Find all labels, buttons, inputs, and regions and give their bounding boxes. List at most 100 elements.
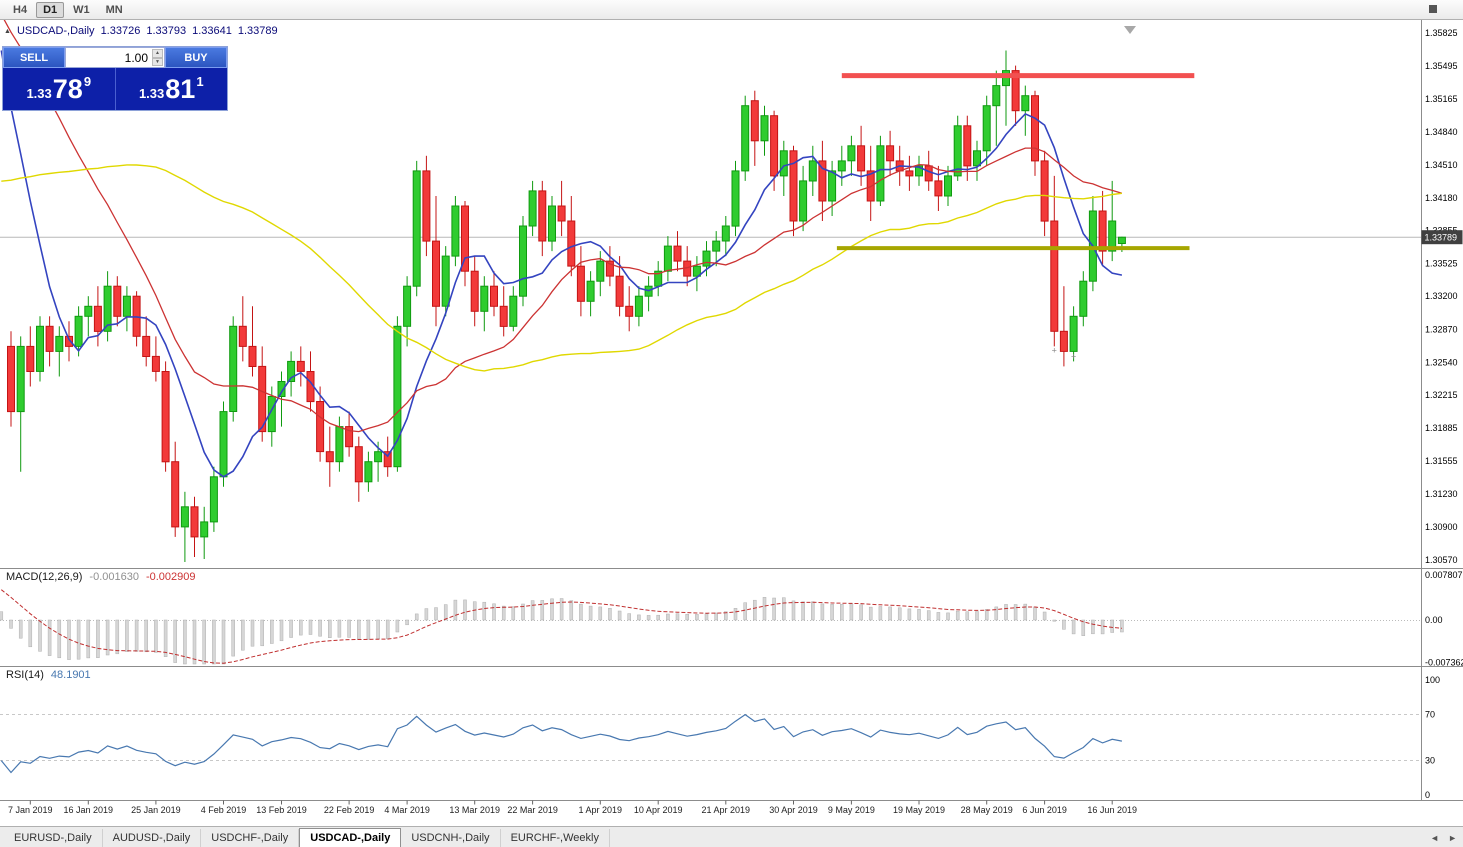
svg-text:6 Jun 2019: 6 Jun 2019: [1022, 805, 1067, 815]
svg-text:30 Apr 2019: 30 Apr 2019: [769, 805, 818, 815]
sell-price-pips: 78: [52, 73, 83, 104]
svg-text:1.35495: 1.35495: [1425, 61, 1458, 71]
sell-price-prefix: 1.33: [26, 85, 52, 101]
chart-open-value: 1.33726: [100, 25, 141, 37]
svg-text:1.34840: 1.34840: [1425, 127, 1458, 137]
svg-text:28 May 2019: 28 May 2019: [961, 805, 1013, 815]
one-click-trading-panel: SELL ▲ ▼ BUY 1.33 78 9 1.33 81 1: [2, 46, 228, 111]
chart-tab-usdcnh-daily[interactable]: USDCNH-,Daily: [401, 829, 501, 847]
chart-tabs: EURUSD-,Daily AUDUSD-,Daily USDCHF-,Daily U…: [4, 828, 610, 847]
collapse-triangle-icon: ▲: [4, 27, 11, 35]
tabs-scroll-left-icon[interactable]: ◄: [1430, 833, 1440, 843]
svg-text:1.35825: 1.35825: [1425, 28, 1458, 38]
timeframe-button-d1[interactable]: D1: [36, 1, 65, 18]
macd-name: MACD(12,26,9): [6, 571, 83, 583]
chart-symbol-label: USDCAD-,Daily: [16, 25, 95, 37]
svg-text:21 Apr 2019: 21 Apr 2019: [702, 805, 751, 815]
chart-tab-usdchf-daily[interactable]: USDCHF-,Daily: [201, 829, 300, 847]
window-control-icon[interactable]: [1429, 5, 1437, 13]
svg-text:1.31230: 1.31230: [1425, 489, 1458, 499]
svg-text:100: 100: [1425, 675, 1440, 685]
svg-text:1.30900: 1.30900: [1425, 522, 1458, 532]
svg-text:70: 70: [1425, 710, 1435, 720]
chart-tab-eurchf-weekly[interactable]: EURCHF-,Weekly: [501, 829, 610, 847]
price-divider: [114, 68, 116, 110]
chart-title: ▲ USDCAD-,Daily 1.33726 1.33793 1.33641 …: [4, 25, 278, 37]
svg-text:0: 0: [1425, 790, 1430, 800]
svg-text:1.31885: 1.31885: [1425, 423, 1458, 433]
svg-text:1.34510: 1.34510: [1425, 160, 1458, 170]
svg-text:1.30570: 1.30570: [1425, 555, 1458, 565]
svg-text:10 Apr 2019: 10 Apr 2019: [634, 805, 683, 815]
svg-text:30: 30: [1425, 756, 1435, 766]
sell-button[interactable]: SELL: [3, 47, 65, 68]
sell-price[interactable]: 1.33 78 9: [3, 68, 115, 110]
buy-price-point: 1: [196, 74, 204, 89]
svg-text:16 Jan 2019: 16 Jan 2019: [64, 805, 114, 815]
macd-signal-value: -0.002909: [145, 571, 196, 583]
timeframe-button-w1[interactable]: W1: [73, 3, 90, 16]
svg-text:0.00: 0.00: [1425, 615, 1443, 625]
rsi-value: 48.1901: [50, 669, 91, 681]
rsi-indicator-label: RSI(14) 48.1901: [6, 669, 91, 681]
timeframe-button-mn[interactable]: MN: [105, 3, 123, 16]
volume-spinner: ▲ ▼: [152, 49, 163, 66]
svg-text:1.33789: 1.33789: [1425, 233, 1458, 243]
chart-close-value: 1.33789: [237, 25, 278, 37]
svg-text:4 Feb 2019: 4 Feb 2019: [201, 805, 247, 815]
svg-text:1.32215: 1.32215: [1425, 390, 1458, 400]
svg-text:0.007807: 0.007807: [1425, 570, 1463, 580]
svg-text:1.32870: 1.32870: [1425, 324, 1458, 334]
macd-indicator-label: MACD(12,26,9) -0.001630 -0.002909: [6, 571, 196, 583]
svg-text:22 Feb 2019: 22 Feb 2019: [324, 805, 375, 815]
svg-text:1.32540: 1.32540: [1425, 357, 1458, 367]
chart-marker: +: [1071, 351, 1076, 361]
svg-text:1 Apr 2019: 1 Apr 2019: [579, 805, 623, 815]
date-axis: 7 Jan 2019 16 Jan 2019 25 Jan 2019 4 Feb 20…: [8, 800, 1137, 815]
bid-price-label: [1421, 230, 1463, 245]
chart-tab-usdcad-daily[interactable]: USDCAD-,Daily: [299, 828, 402, 847]
rsi-line: [0, 713, 1123, 774]
svg-text:7 Jan 2019: 7 Jan 2019: [8, 805, 53, 815]
rsi-name: RSI(14): [6, 669, 44, 681]
svg-text:1.33525: 1.33525: [1425, 259, 1458, 269]
buy-price-prefix: 1.33: [138, 85, 165, 101]
svg-text:1.33200: 1.33200: [1425, 291, 1458, 301]
buy-button[interactable]: BUY: [165, 47, 227, 68]
svg-text:25 Jan 2019: 25 Jan 2019: [131, 805, 181, 815]
svg-text:4 Mar 2019: 4 Mar 2019: [384, 805, 430, 815]
buy-price-pips: 81: [165, 73, 196, 104]
svg-text:19 May 2019: 19 May 2019: [893, 805, 945, 815]
svg-text:1.31555: 1.31555: [1425, 456, 1458, 466]
svg-text:9 May 2019: 9 May 2019: [828, 805, 875, 815]
volume-increase-button[interactable]: ▲: [152, 49, 163, 58]
volume-input[interactable]: [66, 49, 164, 66]
sell-price-point: 9: [83, 74, 92, 89]
chart-low-value: 1.33641: [192, 25, 232, 37]
volume-box: ▲ ▼: [65, 47, 165, 68]
svg-text:13 Feb 2019: 13 Feb 2019: [256, 805, 307, 815]
svg-text:-0.007362: -0.007362: [1425, 657, 1463, 667]
svg-text:16 Jun 2019: 16 Jun 2019: [1087, 805, 1137, 815]
chart-tab-eurusd-daily[interactable]: EURUSD-,Daily: [4, 829, 103, 847]
svg-text:13 Mar 2019: 13 Mar 2019: [449, 805, 500, 815]
buy-price[interactable]: 1.33 81 1: [116, 68, 228, 110]
moving-average-lines: [0, 14, 1123, 478]
svg-text:1.35165: 1.35165: [1425, 94, 1458, 104]
chart-high-value: 1.33793: [146, 25, 187, 37]
chart-marker: +: [1052, 345, 1057, 355]
candles-layer: [7, 50, 1126, 562]
chart-tab-audusd-daily[interactable]: AUDUSD-,Daily: [103, 829, 202, 847]
chart-shift-marker-icon: [1124, 26, 1136, 34]
svg-text:1.34180: 1.34180: [1425, 193, 1458, 203]
timeframe-button-h4[interactable]: H4: [13, 3, 28, 16]
volume-decrease-button[interactable]: ▼: [152, 57, 163, 66]
chart-tab-bar: EURUSD-,Daily AUDUSD-,Daily USDCHF-,Daily U…: [0, 826, 1463, 847]
macd-main-value: -0.001630: [89, 571, 139, 583]
tabs-scroll-right-icon[interactable]: ►: [1448, 833, 1457, 843]
timeframe-buttons: H4 D1 W1 MN: [6, 1, 130, 18]
macd-signal-line: [0, 589, 1122, 664]
svg-text:22 Mar 2019: 22 Mar 2019: [507, 805, 558, 815]
